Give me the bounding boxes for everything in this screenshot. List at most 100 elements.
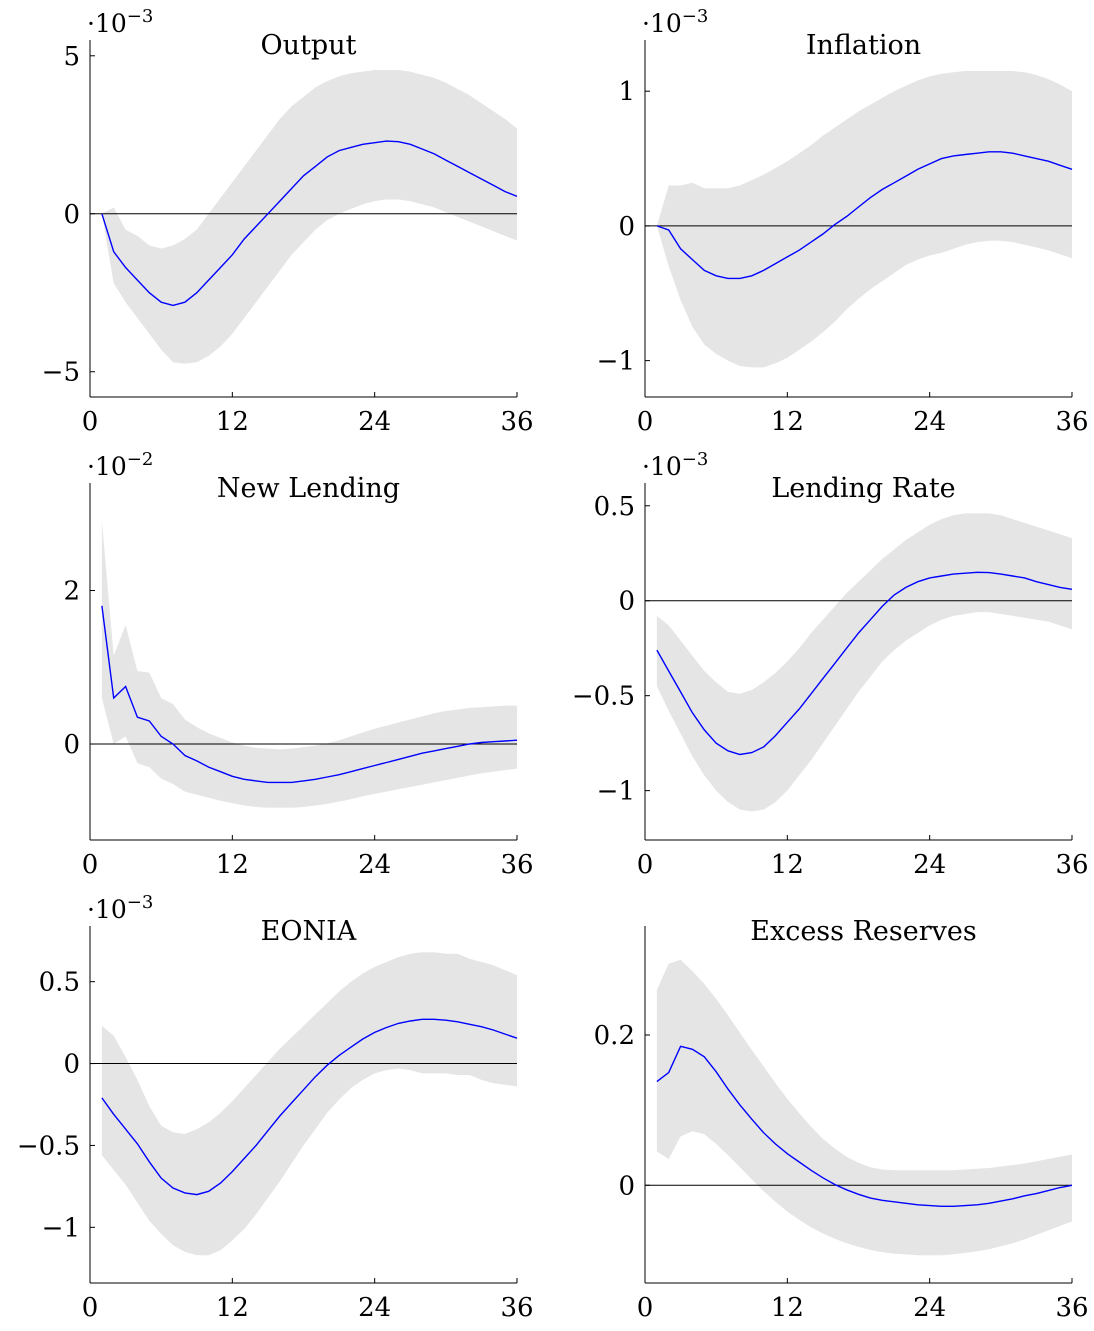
panel-output: 0 12 24 36−505 Output ·10−3	[42, 6, 534, 437]
y-tick-label: 5	[63, 42, 80, 72]
scale-base: ·10	[87, 452, 127, 481]
x-tick-label: 12	[216, 407, 249, 437]
panel-eonia: 0 12 24 36 −1 −0.5 0 0.5 EONIA ·10−3	[17, 892, 534, 1323]
tick-label-group: 0 12 24 36 0 0.2	[594, 1021, 1089, 1323]
confidence-band	[656, 71, 1072, 368]
tick-label-group: 0 12 24 36 −1 −0.5 0 0.5	[17, 968, 534, 1323]
median-line-group	[656, 1045, 1073, 1208]
x-tick-label: 12	[216, 850, 249, 880]
panel-inflation: 0 12 24 36−101 Inflation ·10−3	[597, 6, 1089, 437]
x-tick-label: 36	[500, 407, 533, 437]
band-group	[656, 959, 1072, 1256]
y-tick-label: 0	[63, 1050, 80, 1080]
x-tick-label: 36	[1055, 407, 1088, 437]
median-response-line	[101, 140, 518, 307]
median-line-group	[656, 571, 1073, 756]
band-group	[656, 513, 1072, 812]
scale-label: ·10−3	[642, 449, 708, 481]
x-tick-label: 24	[913, 850, 946, 880]
y-tick-label: −1	[597, 347, 635, 377]
tick-label-group: 0 12 24 36−101	[597, 77, 1089, 437]
x-tick-label: 12	[771, 1293, 804, 1323]
x-tick-label: 0	[82, 850, 99, 880]
x-tick-label: 24	[358, 850, 391, 880]
y-tick-label: 0	[618, 212, 635, 242]
band-group	[656, 71, 1072, 368]
x-tick-label: 0	[637, 407, 654, 437]
confidence-band	[101, 521, 518, 808]
median-line-group	[656, 151, 1073, 280]
x-tick-label: 36	[500, 850, 533, 880]
scale-exponent: −3	[682, 6, 709, 27]
scale-base: ·10	[87, 895, 127, 924]
panel-title: Inflation	[806, 30, 921, 61]
tick-label-group: 0 12 24 36 0 2	[63, 576, 533, 880]
scale-label: ·10−2	[87, 449, 153, 481]
median-response-line	[656, 1045, 1073, 1208]
axes-group	[644, 40, 1073, 398]
panel-title: Excess Reserves	[750, 916, 976, 947]
scale-label: ·10−3	[87, 6, 153, 38]
scale-base: ·10	[87, 9, 127, 38]
y-tick-label: −0.5	[17, 1131, 80, 1161]
y-tick-label: −1	[42, 1213, 80, 1243]
median-response-line	[101, 1018, 518, 1196]
median-response-line	[656, 151, 1073, 280]
y-tick-label: 0.2	[594, 1021, 635, 1051]
panel-title: Lending Rate	[771, 473, 955, 504]
x-tick-label: 36	[500, 1293, 533, 1323]
scale-exponent: −3	[127, 892, 154, 913]
y-tick-label: 1	[618, 77, 635, 107]
band-group	[101, 952, 518, 1256]
median-line-group	[101, 140, 518, 307]
y-tick-label: 0.5	[594, 492, 635, 522]
scale-exponent: −2	[127, 449, 154, 470]
scale-base: ·10	[642, 9, 682, 38]
x-tick-label: 36	[1055, 850, 1088, 880]
confidence-band	[101, 952, 518, 1256]
x-tick-label: 24	[913, 1293, 946, 1323]
axes-group	[644, 926, 1073, 1284]
panel-title: EONIA	[261, 916, 357, 947]
y-tick-label: 0	[63, 200, 80, 230]
confidence-band	[101, 70, 518, 364]
scale-label: ·10−3	[642, 6, 708, 38]
panel-title: New Lending	[217, 473, 400, 504]
axes-group	[89, 483, 518, 841]
x-tick-label: 12	[771, 407, 804, 437]
panel-new-lending: 0 12 24 36 0 2 New Lending ·10−2	[63, 449, 533, 880]
median-line-group	[101, 1018, 518, 1196]
scale-base: ·10	[642, 452, 682, 481]
median-response-line	[656, 571, 1073, 756]
x-tick-label: 12	[216, 1293, 249, 1323]
x-tick-label: 0	[637, 850, 654, 880]
y-tick-label: 0	[618, 1171, 635, 1201]
band-group	[101, 70, 518, 364]
y-tick-label: 2	[63, 576, 80, 606]
y-tick-label: 0	[63, 730, 80, 760]
y-tick-label: −5	[42, 358, 80, 388]
tick-label-group: 0 12 24 36 −1 −0.5 0 0.5	[572, 492, 1089, 880]
tick-label-group: 0 12 24 36−505	[42, 42, 534, 437]
scale-exponent: −3	[127, 6, 154, 27]
axes-group	[89, 40, 518, 398]
axes-group	[89, 926, 518, 1284]
median-response-line	[101, 605, 518, 784]
panel-title: Output	[261, 30, 357, 61]
x-tick-label: 36	[1055, 1293, 1088, 1323]
x-tick-label: 12	[771, 850, 804, 880]
x-tick-label: 24	[358, 1293, 391, 1323]
x-tick-label: 0	[82, 1293, 99, 1323]
confidence-band	[656, 513, 1072, 812]
band-group	[101, 521, 518, 808]
y-tick-label: −0.5	[572, 682, 635, 712]
scale-exponent: −3	[682, 449, 709, 470]
x-tick-label: 24	[913, 407, 946, 437]
axes-group	[644, 483, 1073, 841]
y-tick-label: 0	[618, 587, 635, 617]
y-tick-label: 0.5	[39, 968, 80, 998]
panel-lending-rate: 0 12 24 36 −1 −0.5 0 0.5 Lending Rate ·10−3	[572, 449, 1089, 880]
y-tick-label: −1	[597, 777, 635, 807]
